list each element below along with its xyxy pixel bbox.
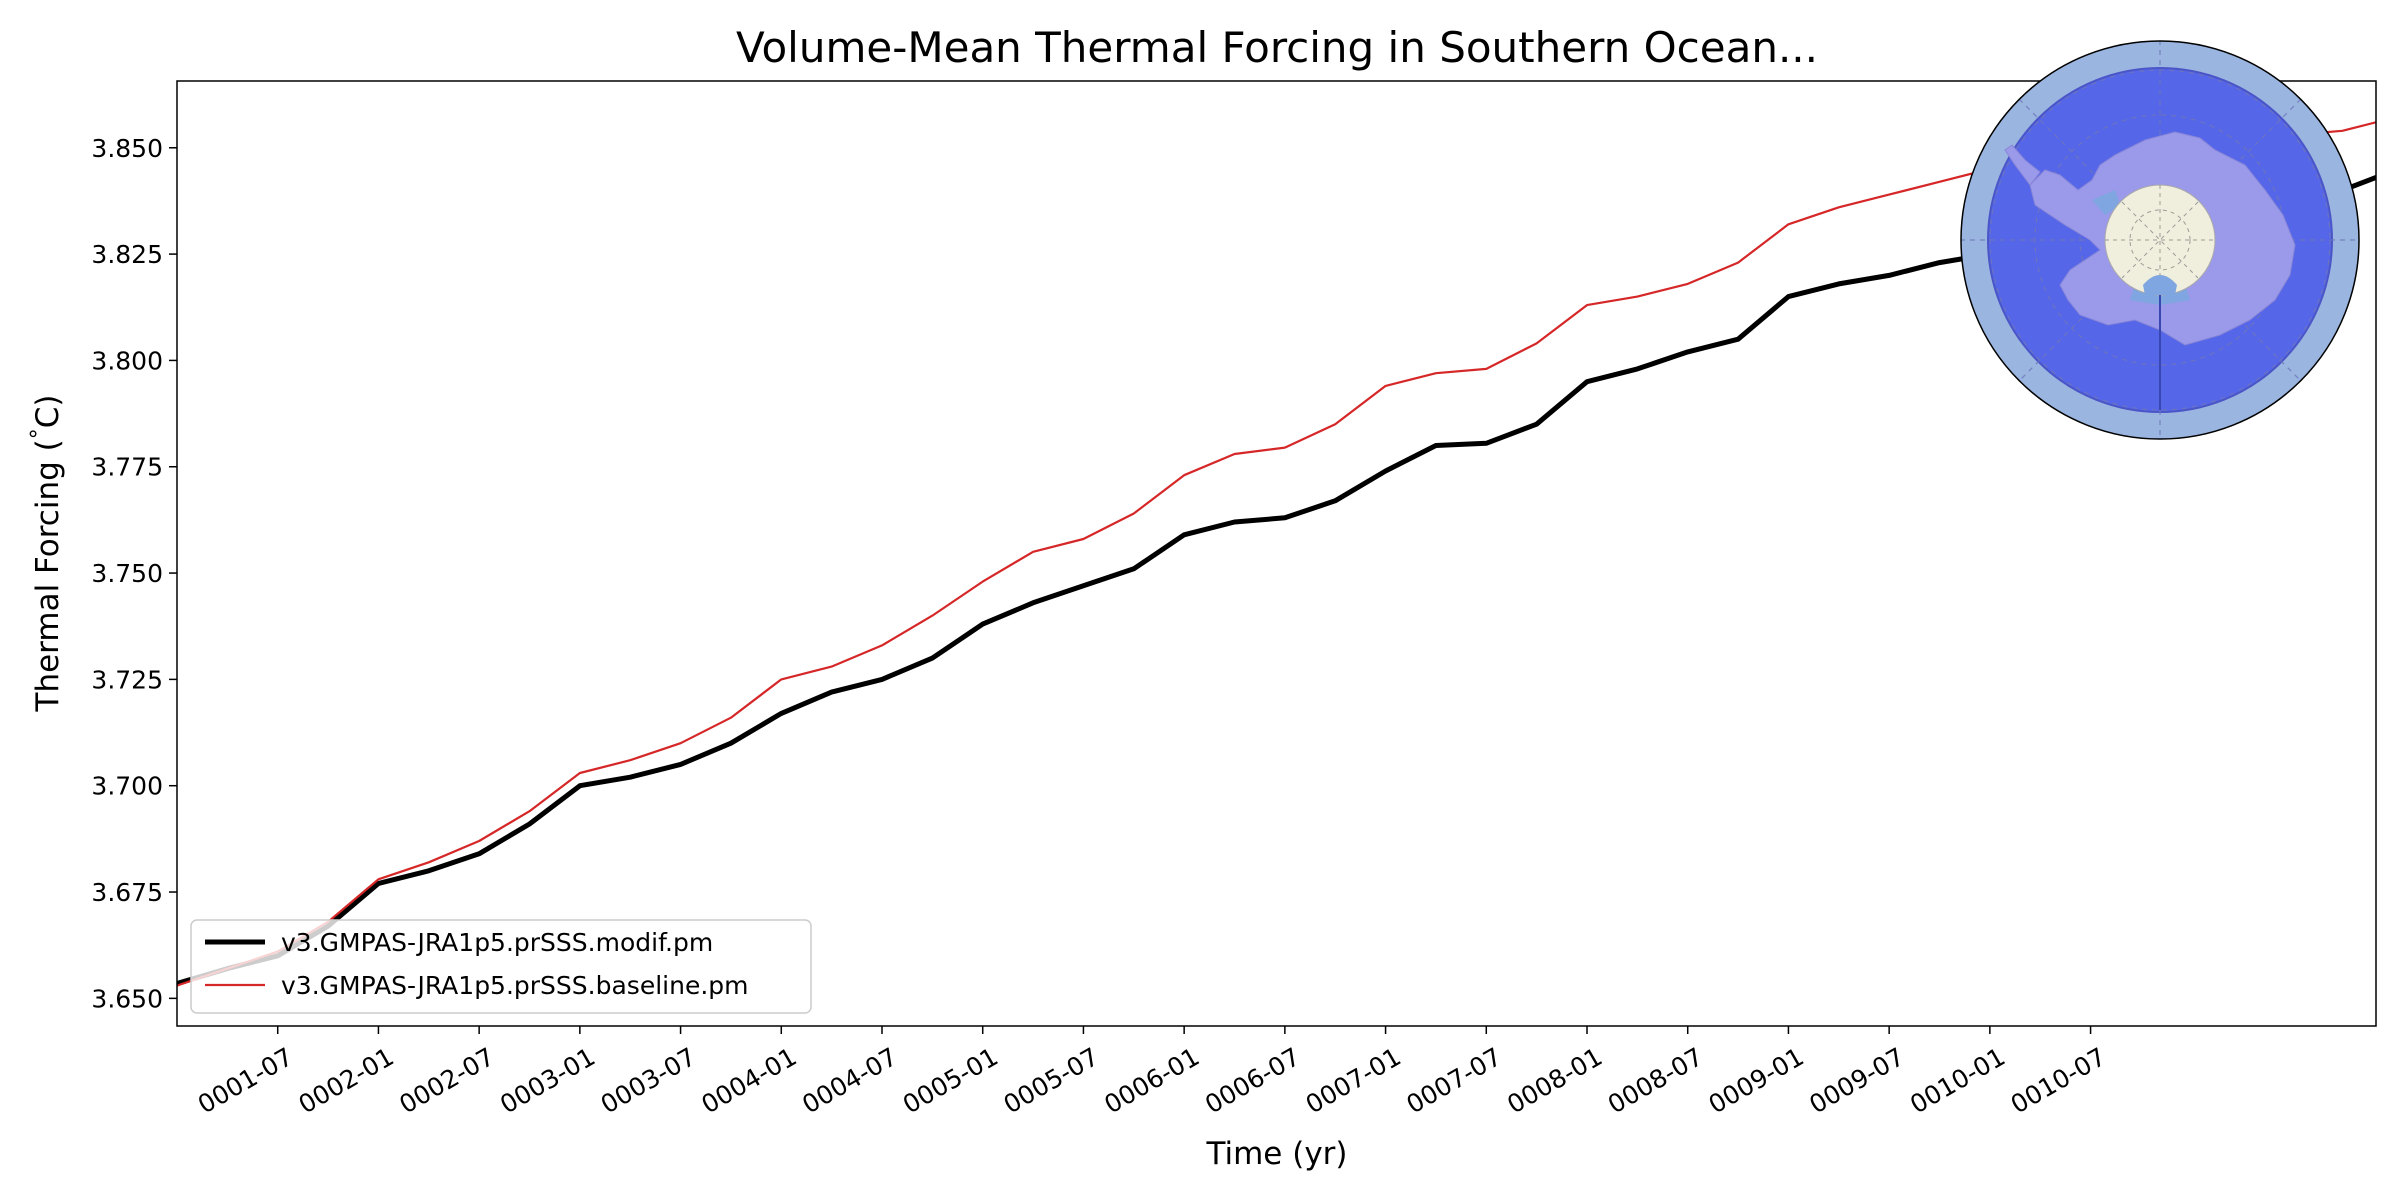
y-tick-label: 3.850 <box>91 134 163 163</box>
ross-ice-shelf <box>2143 275 2177 295</box>
y-tick-label: 3.675 <box>91 878 163 907</box>
y-tick-label: 3.700 <box>91 772 163 801</box>
legend-box <box>190 919 812 1014</box>
legend-label-modif: v3.GMPAS-JRA1p5.prSSS.modif.pm <box>281 928 713 957</box>
legend: v3.GMPAS-JRA1p5.prSSS.modif.pm v3.GMPAS-… <box>190 919 812 1014</box>
y-axis: 3.650 3.675 3.700 3.725 3.750 3.775 3.800 3.825… <box>91 134 177 1013</box>
y-axis-label: Thermal Forcing (°C) <box>27 395 66 713</box>
y-tick-label: 3.825 <box>91 240 163 269</box>
x-axis-label: Time (yr) <box>1206 1136 1348 1172</box>
y-tick-label: 3.650 <box>91 984 163 1013</box>
ice-shelf-weddell <box>2092 190 2120 215</box>
plot-frame <box>176 80 2377 1027</box>
y-tick-label: 3.775 <box>91 453 163 482</box>
south-polar-map <box>1960 40 2360 440</box>
y-tick-label: 3.750 <box>91 559 163 588</box>
map-border <box>1960 40 2360 440</box>
legend-label-baseline: v3.GMPAS-JRA1p5.prSSS.baseline.pm <box>281 971 749 1000</box>
chart-title: Volume-Mean Thermal Forcing in Southern … <box>736 23 1818 72</box>
y-tick-label: 3.725 <box>91 665 163 694</box>
west-antarctica-peninsula <box>2004 144 2041 186</box>
y-tick-label: 3.800 <box>91 346 163 375</box>
